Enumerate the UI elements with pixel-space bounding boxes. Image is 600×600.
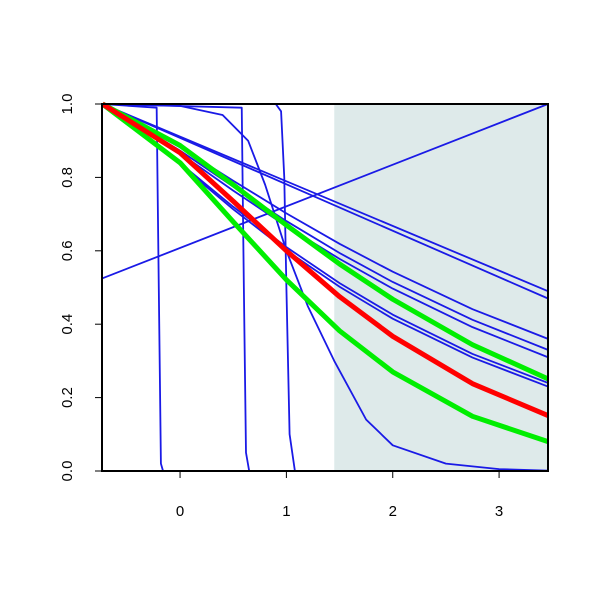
y-tick-label: 0.0 <box>59 461 76 482</box>
y-tick-label: 0.4 <box>59 314 76 335</box>
y-tick-label: 0.6 <box>59 240 76 261</box>
y-tick-label: 0.8 <box>59 167 76 188</box>
series-line <box>101 103 549 351</box>
x-tick-label: 3 <box>495 503 503 520</box>
x-tick-label: 2 <box>389 503 397 520</box>
series-line <box>100 102 549 445</box>
x-tick-label: 1 <box>282 503 290 520</box>
plot-frame <box>101 103 549 472</box>
shaded-region <box>334 104 548 471</box>
y-tick-label: 1.0 <box>59 94 76 115</box>
series-line <box>102 103 549 292</box>
series-line <box>102 103 549 300</box>
series-line <box>102 103 549 280</box>
series-line <box>102 103 548 472</box>
y-tick-label: 0.2 <box>59 387 76 408</box>
series-line <box>102 103 549 472</box>
series-line <box>101 101 550 382</box>
x-tick-label: 0 <box>176 503 184 520</box>
series-line <box>101 101 549 418</box>
